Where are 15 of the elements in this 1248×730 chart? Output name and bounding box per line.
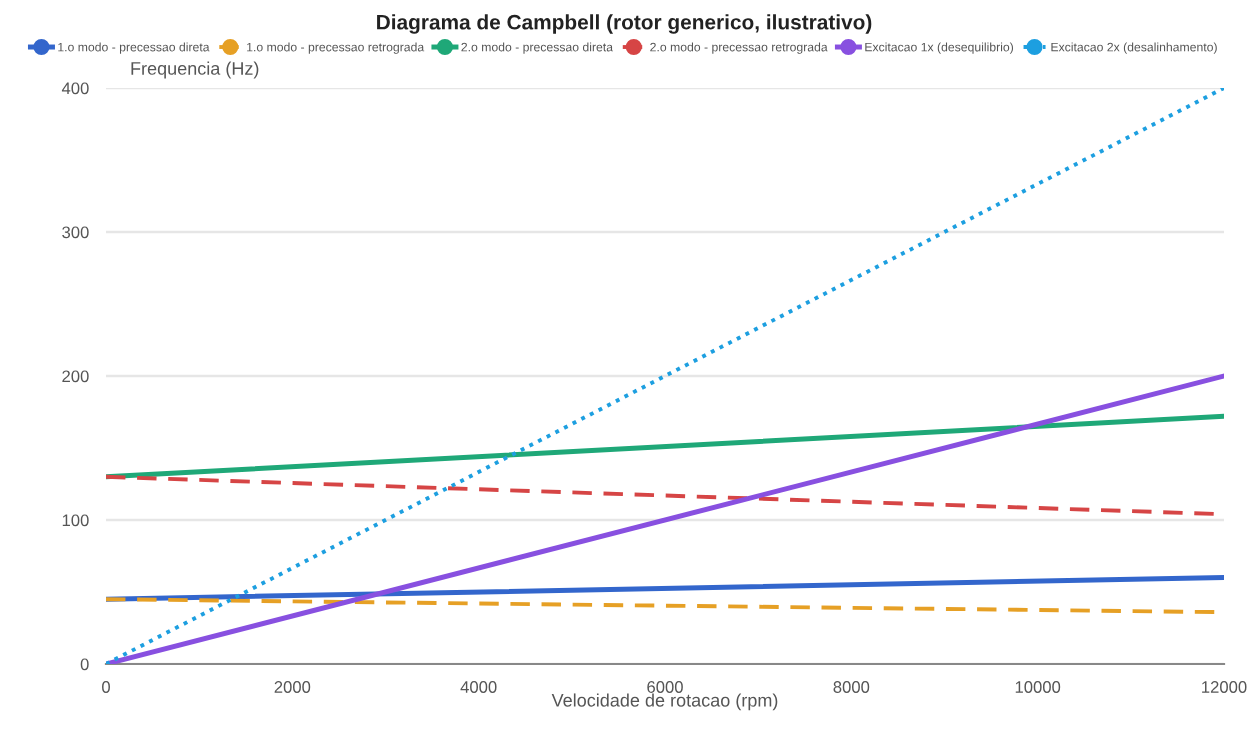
x-tick-label: 6000 xyxy=(647,681,683,693)
x-tick-label: 8000 xyxy=(833,681,870,693)
x-tick-label: 12000 xyxy=(1202,681,1247,693)
y-tick-label: 300 xyxy=(62,226,89,239)
x-tick-label: 0 xyxy=(102,681,110,693)
y-axis-title: Frequencia (Hz) xyxy=(131,61,259,79)
x-axis-title: Velocidade de rotacao (rpm) xyxy=(551,693,778,711)
chart-title: Diagrama de Campbell (rotor generico, ilustrativo) xyxy=(377,14,872,34)
y-tick-label: 100 xyxy=(62,514,89,527)
x-tick-label: 4000 xyxy=(460,681,497,693)
y-tick-label: 0 xyxy=(80,658,89,671)
x-tick-label: 2000 xyxy=(274,681,311,693)
y-tick-label: 200 xyxy=(62,370,89,383)
y-tick-label: 400 xyxy=(61,82,89,95)
x-tick-label: 10000 xyxy=(1015,681,1061,693)
